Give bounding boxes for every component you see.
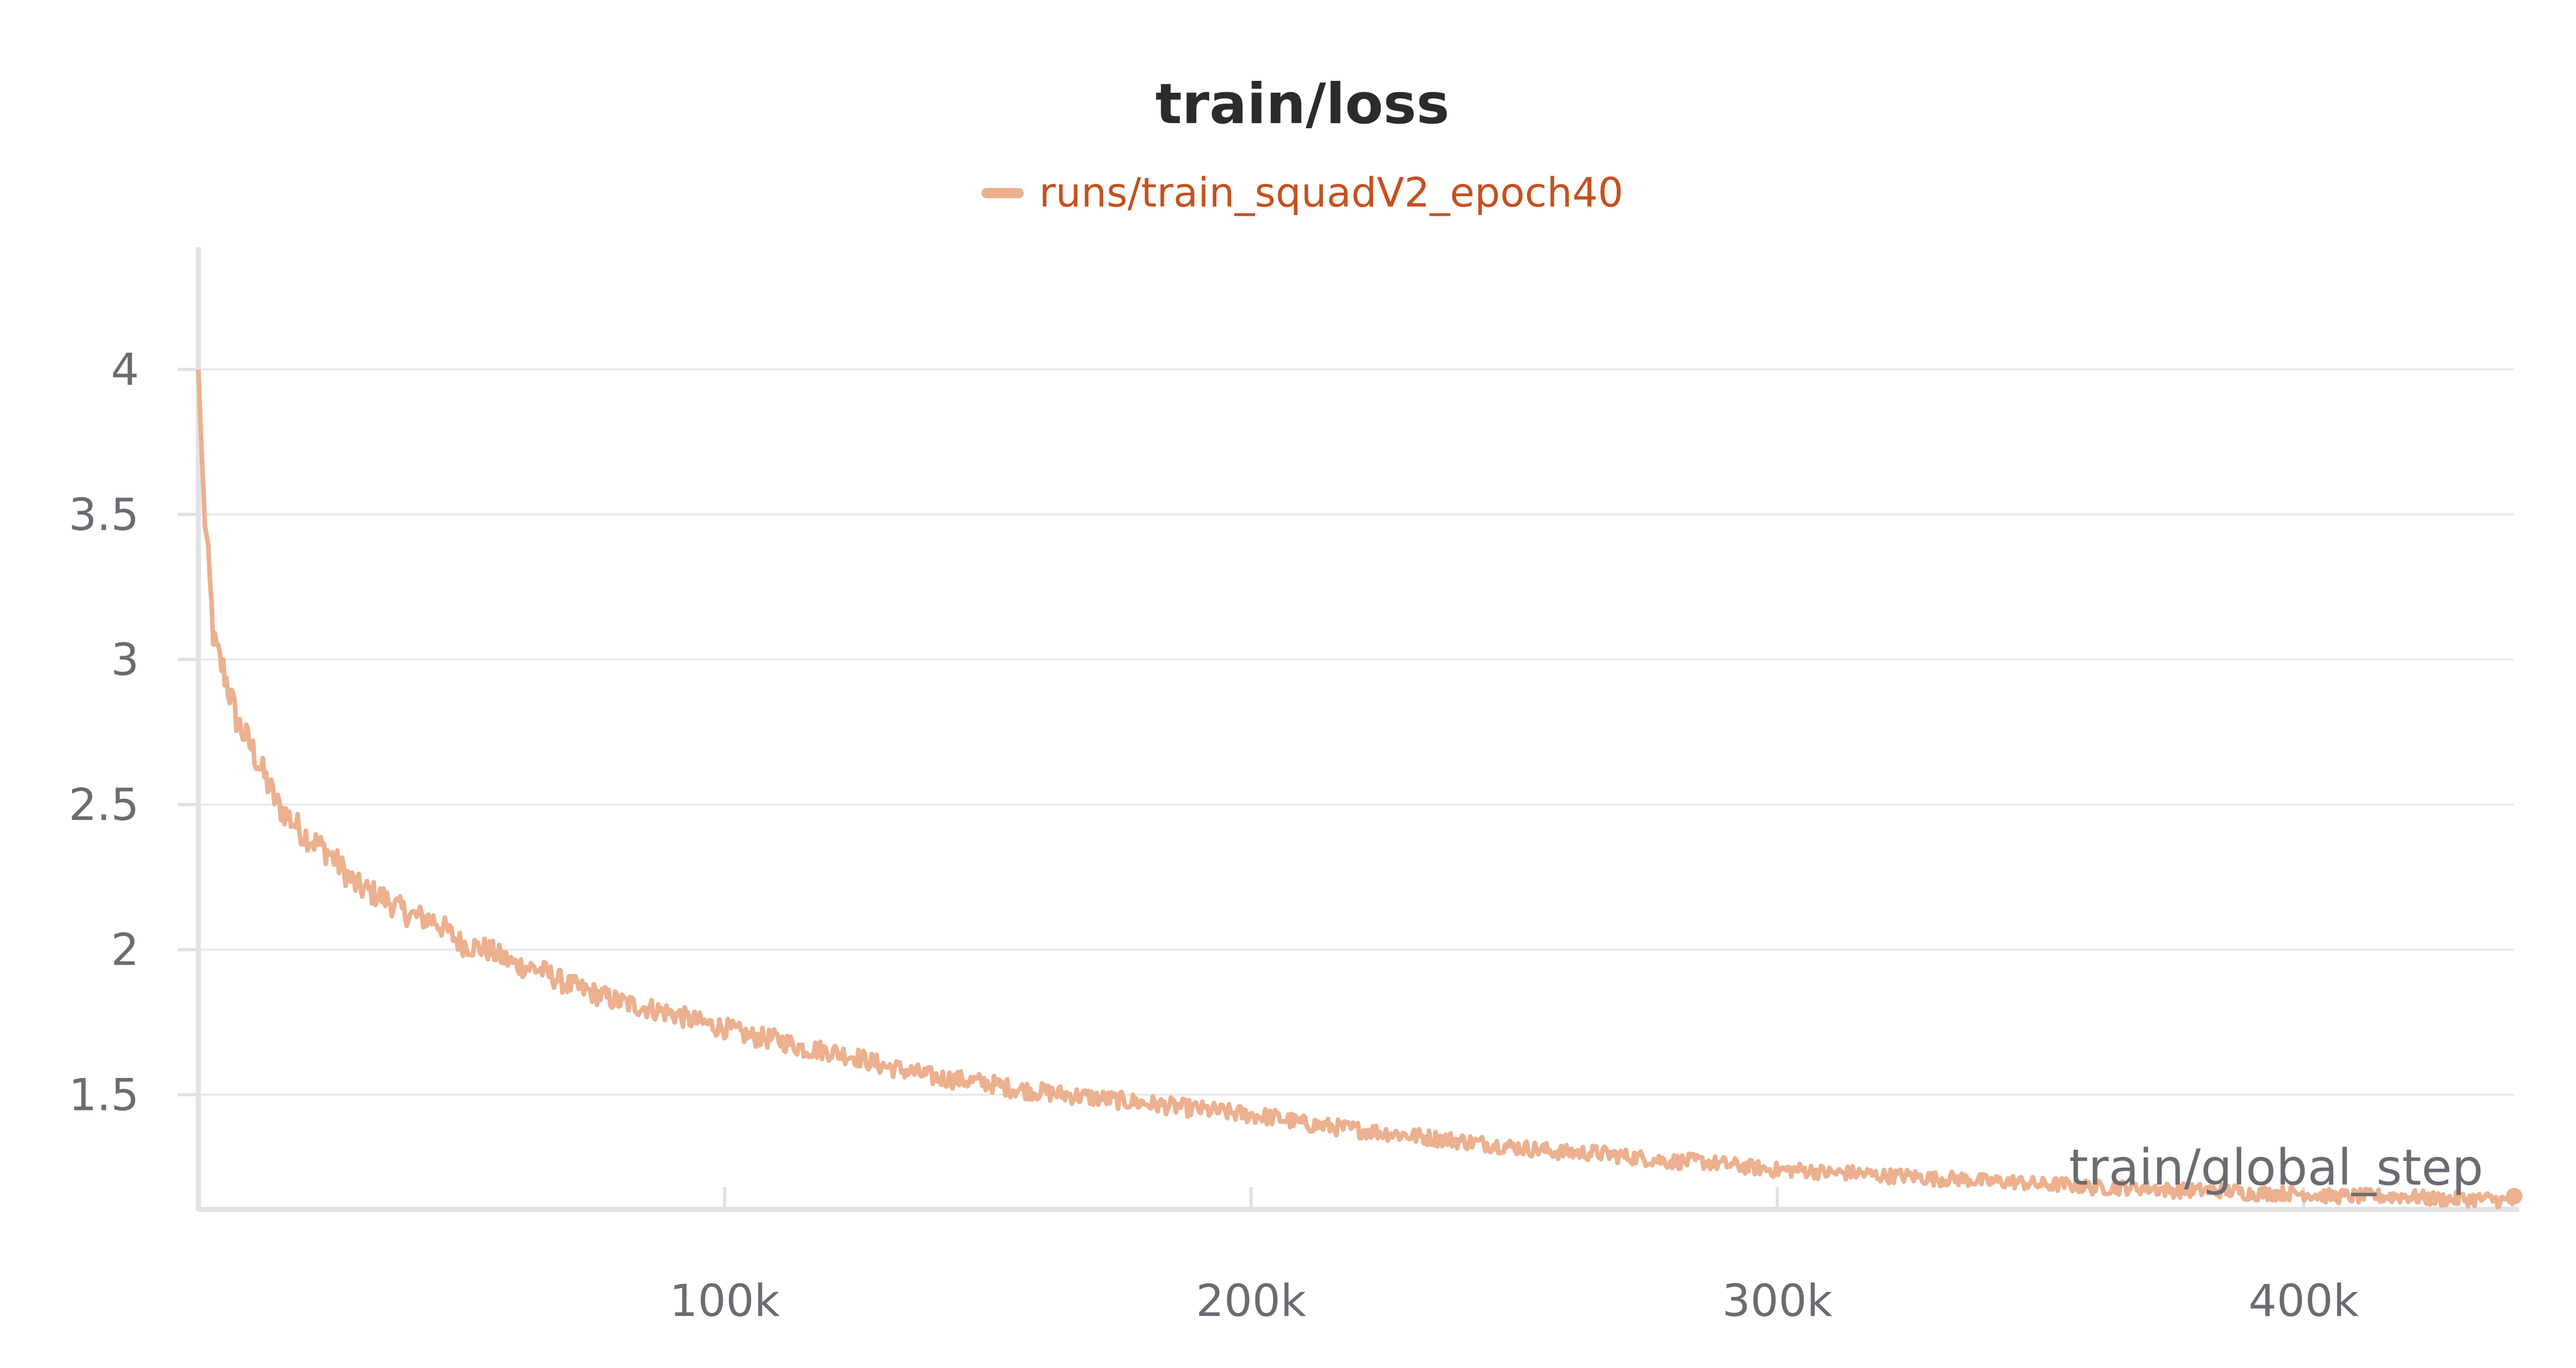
grid <box>198 368 2514 1096</box>
tick-labels: 1.5 2 2.5 3 3.5 4 100k 200k 300k 400k train/global… <box>69 344 2483 1327</box>
series-line-0[interactable] <box>196 369 2517 1210</box>
y-tick-label: 2.5 <box>69 779 139 831</box>
axes <box>178 247 2519 1212</box>
y-tick-label: 1.5 <box>69 1069 139 1121</box>
y-tick-label: 3.5 <box>69 489 139 541</box>
x-tick-label: 300k <box>1722 1275 1833 1327</box>
y-tick-label: 3 <box>111 634 139 686</box>
series-layer[interactable] <box>196 369 2522 1210</box>
x-tick-label: 400k <box>2248 1275 2359 1327</box>
x-axis-label: train/global_step <box>2069 1139 2483 1196</box>
y-tick-label: 2 <box>111 925 139 976</box>
legend-label-series-0[interactable]: runs/train_squadV2_epoch40 <box>1039 170 1624 216</box>
y-tick-label: 4 <box>111 344 139 396</box>
series-end-point[interactable] <box>2506 1188 2522 1205</box>
legend: runs/train_squadV2_epoch40 <box>0 170 2576 216</box>
x-tick-label: 200k <box>1196 1275 1306 1327</box>
legend-swatch <box>981 188 1024 198</box>
chart-title: train/loss <box>1155 72 1450 136</box>
x-tick-label: 100k <box>670 1275 780 1327</box>
